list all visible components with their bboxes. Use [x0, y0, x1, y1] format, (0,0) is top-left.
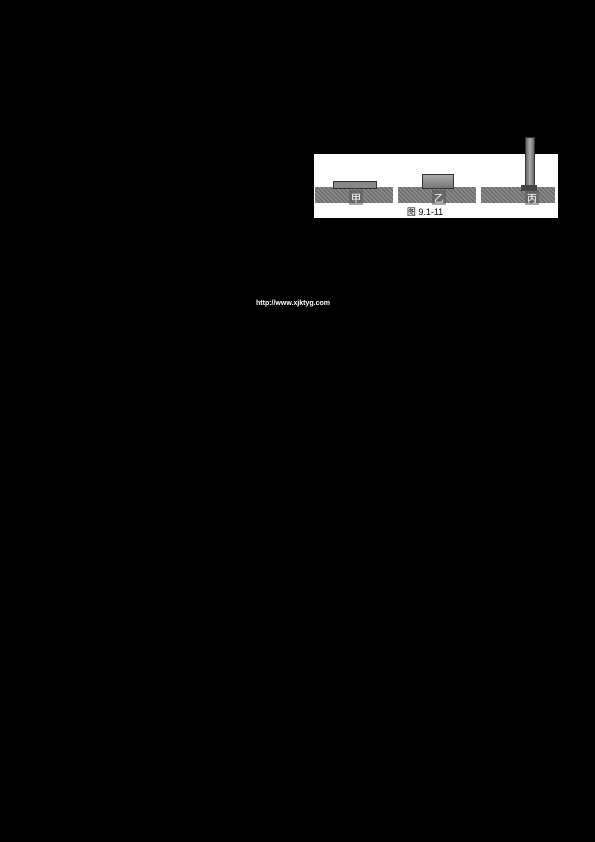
block-yi	[422, 174, 454, 189]
block-bing	[525, 137, 535, 189]
source-url: http://www.xjktyg.com	[256, 300, 330, 307]
panel-bing: 丙	[481, 137, 555, 203]
label-yi: 乙	[432, 190, 446, 205]
figure-caption: 图 9.1-11	[395, 205, 455, 218]
ground-bing	[481, 187, 555, 203]
panel-jia: 甲	[315, 155, 393, 203]
label-bing: 丙	[525, 190, 539, 205]
block-jia	[333, 181, 377, 189]
panel-yi: 乙	[398, 155, 476, 203]
label-jia: 甲	[349, 190, 363, 205]
